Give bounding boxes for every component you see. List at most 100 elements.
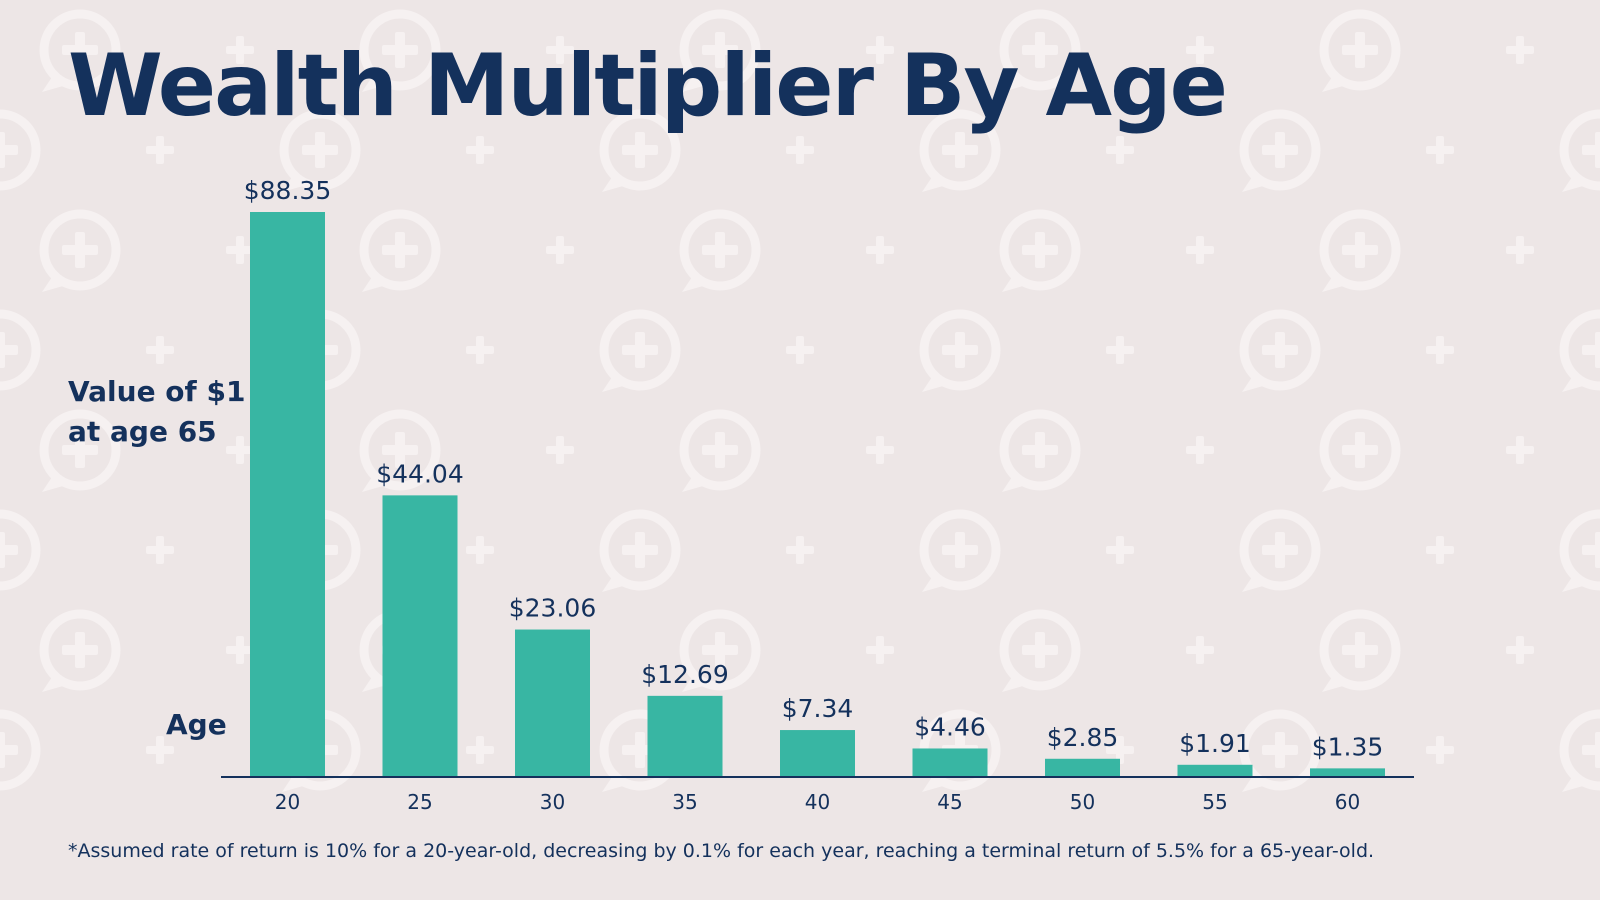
bar-age-40 [780, 730, 855, 777]
data-label: $23.06 [509, 594, 596, 623]
plus-icon [226, 236, 254, 264]
chat-bubble-plus-icon [359, 209, 441, 292]
data-label: $44.04 [376, 459, 463, 488]
plus-icon [1506, 636, 1534, 664]
plus-icon [1106, 336, 1134, 364]
plus-icon [146, 136, 174, 164]
chat-bubble-plus-icon [0, 109, 41, 191]
plus-icon [1106, 536, 1134, 564]
x-tick-label: 25 [407, 790, 432, 814]
data-label: $1.91 [1179, 729, 1251, 758]
plus-icon [786, 336, 814, 364]
chat-bubble-plus-icon [679, 9, 761, 92]
chat-bubble-plus-icon [679, 209, 761, 292]
chat-bubble-plus-icon [1319, 9, 1401, 92]
plus-icon [146, 336, 174, 364]
chat-bubble-plus-icon [1559, 709, 1600, 792]
chat-bubble-plus-icon [1559, 309, 1600, 392]
bar-age-30 [515, 629, 590, 777]
plus-icon [1426, 136, 1454, 164]
chat-bubble-plus-icon [0, 509, 41, 591]
data-label: $88.35 [244, 176, 331, 205]
chat-bubble-plus-icon [279, 109, 361, 192]
plus-icon [226, 636, 254, 664]
x-tick-label: 30 [540, 790, 565, 814]
plus-icon [866, 636, 894, 664]
chat-bubble-plus-icon [599, 109, 681, 192]
plus-icon [466, 336, 494, 364]
data-label: $1.35 [1312, 732, 1384, 761]
plus-icon [1106, 736, 1134, 764]
chat-bubble-plus-icon [599, 709, 681, 792]
chat-bubble-plus-icon [999, 409, 1081, 492]
chat-bubble-plus-icon [39, 209, 121, 292]
bar-age-25 [382, 495, 458, 777]
data-label: $7.34 [782, 694, 854, 723]
x-tick-label: 45 [937, 790, 962, 814]
plus-icon [546, 36, 574, 64]
chat-bubble-plus-icon [1239, 109, 1321, 192]
page-title: Wealth Multiplier By Age [68, 36, 1228, 136]
bar-age-45 [912, 748, 988, 777]
plus-icon [466, 536, 494, 564]
plus-icon [1106, 136, 1134, 164]
chat-bubble-plus-icon [39, 9, 121, 92]
chat-bubble-plus-icon [359, 9, 441, 92]
plus-icon [1186, 36, 1214, 64]
chat-bubble-plus-icon [679, 409, 761, 492]
plus-icon [866, 436, 894, 464]
footnote: *Assumed rate of return is 10% for a 20-… [68, 840, 1375, 862]
x-tick-label: 50 [1070, 790, 1095, 814]
plus-icon [226, 36, 254, 64]
chat-bubble-plus-icon [1319, 609, 1401, 692]
bar-age-35 [647, 695, 723, 777]
plus-icon [546, 436, 574, 464]
plus-icon [466, 736, 494, 764]
chat-bubble-plus-icon [39, 409, 121, 492]
plus-icon [146, 536, 174, 564]
chat-bubble-plus-icon [1319, 409, 1401, 492]
chat-bubble-plus-icon [0, 309, 41, 391]
chat-bubble-plus-icon [1239, 309, 1321, 392]
plus-icon [226, 436, 254, 464]
chat-bubble-plus-icon [1559, 509, 1600, 592]
plus-icon [866, 36, 894, 64]
chat-bubble-plus-icon [1239, 509, 1321, 592]
data-label: $2.85 [1047, 723, 1119, 752]
y-axis-label: Value of $1 at age 65 [68, 372, 245, 452]
chat-bubble-plus-icon [359, 409, 441, 492]
data-label: $4.46 [914, 712, 986, 741]
bar-age-20 [250, 212, 325, 777]
y-axis-label-line-1: Value of $1 [68, 375, 246, 408]
plus-icon [1186, 636, 1214, 664]
data-label: $12.69 [641, 660, 728, 689]
bar-age-60 [1310, 768, 1385, 777]
plus-icon [546, 236, 574, 264]
plus-icon [1506, 36, 1534, 64]
chat-bubble-plus-icon [599, 309, 681, 392]
plus-icon [786, 136, 814, 164]
chat-bubble-plus-icon [0, 709, 41, 791]
plus-icon [1426, 336, 1454, 364]
chat-bubble-plus-icon [679, 609, 761, 692]
plus-icon [866, 236, 894, 264]
x-tick-label: 20 [275, 790, 300, 814]
x-tick-label: 35 [672, 790, 697, 814]
chat-bubble-plus-icon [1559, 109, 1600, 192]
plus-icon [146, 736, 174, 764]
plus-icon [466, 136, 494, 164]
chat-bubble-plus-icon [39, 609, 121, 692]
y-axis-label-line-2: at age 65 [68, 415, 217, 448]
chat-bubble-plus-icon [599, 509, 681, 592]
chat-bubble-plus-icon [1239, 709, 1321, 792]
chat-bubble-plus-icon [919, 509, 1001, 592]
plus-icon [1506, 436, 1534, 464]
plus-icon [1506, 236, 1534, 264]
x-tick-label: 40 [805, 790, 830, 814]
plus-icon [786, 536, 814, 564]
chat-bubble-plus-icon [999, 9, 1081, 92]
plus-icon [1426, 536, 1454, 564]
bar-age-55 [1177, 764, 1253, 777]
chat-bubble-plus-icon [919, 309, 1001, 392]
